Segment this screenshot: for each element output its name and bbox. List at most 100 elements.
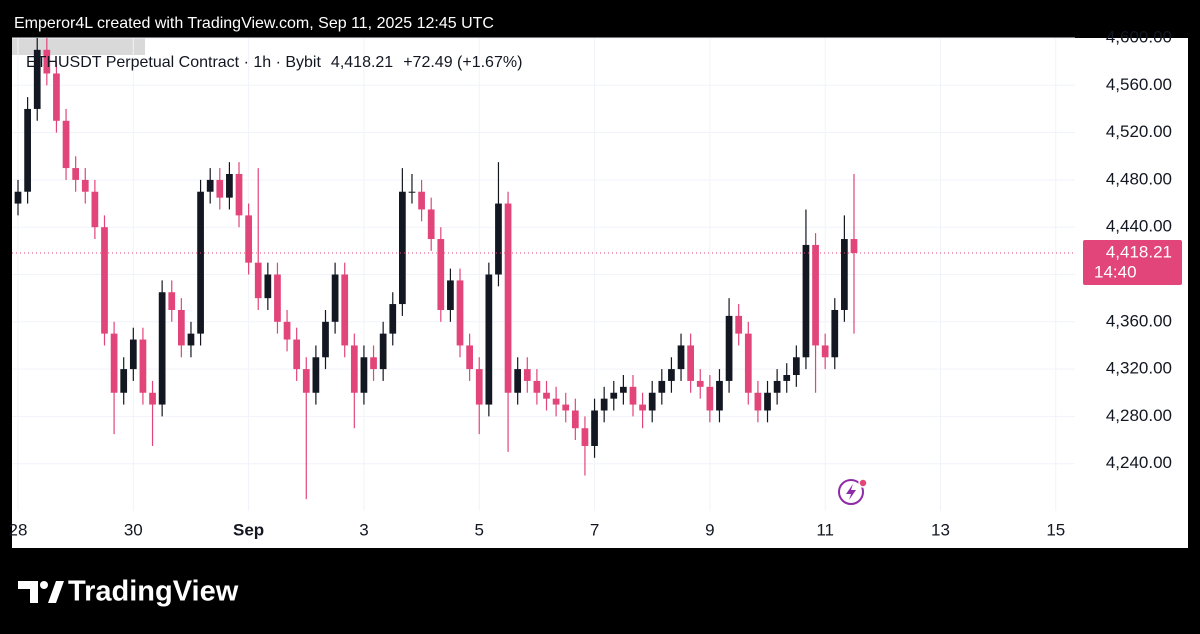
candle-body — [72, 168, 80, 180]
candle-body — [850, 239, 858, 253]
brand-name: TradingView — [68, 576, 239, 608]
candle-body — [562, 404, 570, 411]
x-tick-label: 28 — [9, 520, 28, 539]
price-change: +72.49 (+1.67%) — [403, 54, 522, 71]
candle-body — [581, 428, 589, 446]
candle-body — [668, 369, 675, 381]
x-tick-label: 7 — [590, 520, 599, 539]
x-tick-label: 3 — [359, 520, 368, 539]
candle-body — [264, 274, 272, 299]
candle-body — [754, 392, 762, 411]
candle-body — [389, 304, 397, 334]
candle-body — [841, 239, 848, 310]
candle-body — [600, 398, 608, 411]
candle-body — [629, 386, 637, 405]
candle-body — [360, 357, 368, 393]
x-tick-label: 13 — [931, 520, 950, 539]
candle-body — [792, 357, 800, 376]
candle-body — [504, 203, 512, 393]
y-tick-label: 4,240.00 — [1106, 453, 1172, 472]
candle-body — [437, 239, 445, 310]
candle-body — [783, 375, 791, 381]
candle-body — [14, 191, 22, 204]
candle-body — [216, 179, 224, 198]
y-tick-label: 4,560.00 — [1106, 75, 1172, 94]
y-tick-label: 4,280.00 — [1106, 406, 1172, 425]
candle-body — [293, 339, 301, 370]
candle-body — [350, 345, 358, 393]
candle-body — [831, 309, 839, 358]
candle-body — [110, 333, 118, 393]
candle-body — [620, 386, 627, 393]
candle-body — [283, 321, 291, 340]
candle-body — [206, 179, 214, 192]
candle-body — [235, 173, 243, 216]
candle-body — [735, 315, 743, 334]
candle-body — [495, 203, 502, 275]
candle-body — [696, 380, 704, 387]
x-tick-label: 9 — [705, 520, 714, 539]
candle-body — [370, 357, 377, 370]
candle-body — [226, 173, 233, 198]
candle-body — [43, 49, 51, 74]
candle-body — [802, 244, 810, 358]
alert-icon — [838, 478, 868, 505]
y-tick-label: 4,360.00 — [1106, 311, 1172, 330]
candle-body — [120, 369, 128, 393]
y-tick-label: 4,480.00 — [1106, 169, 1172, 188]
candle-body — [466, 345, 473, 370]
candle-body — [418, 191, 425, 210]
last-price-label: 4,418.21 — [1106, 242, 1172, 261]
candle-body — [379, 333, 387, 370]
candle-body — [187, 333, 195, 346]
candle-body — [177, 309, 185, 346]
candle-body — [24, 108, 31, 192]
candle-body — [447, 280, 454, 310]
candle-body — [302, 369, 310, 393]
candle-body — [523, 369, 531, 381]
header-text: Emperor4L created with TradingView.com, … — [14, 15, 494, 32]
candle-body — [821, 345, 829, 358]
candle-body — [245, 215, 252, 263]
candle-body — [744, 333, 752, 393]
candle-body — [139, 339, 147, 393]
chart-panel — [12, 38, 1188, 548]
candle-body — [706, 386, 714, 411]
candle-body — [812, 244, 819, 346]
candle-body — [475, 369, 483, 405]
chart-title-line: ETHUSDT Perpetual Contract · 1h · Bybit 4… — [26, 54, 522, 71]
candle-body — [533, 380, 541, 393]
chart-title: ETHUSDT Perpetual Contract · 1h · Bybit — [26, 54, 321, 71]
candle-body — [639, 404, 646, 411]
last-price-box — [1083, 239, 1182, 285]
last-price: 4,418.21 — [331, 54, 393, 71]
candle-body — [764, 392, 771, 411]
candle-body — [408, 191, 416, 193]
candle-body — [399, 191, 406, 305]
candle-body — [658, 380, 666, 393]
candle-body — [254, 262, 262, 299]
candle-body — [274, 274, 281, 322]
candle-body — [543, 392, 550, 399]
candle-body — [725, 315, 733, 381]
countdown-label: 14:40 — [1094, 262, 1137, 281]
candle-body — [168, 292, 176, 310]
x-tick-label: 30 — [124, 520, 143, 539]
brand-logo — [18, 581, 64, 603]
x-tick-label: 11 — [816, 520, 834, 539]
candle-body — [687, 345, 695, 381]
candle-body — [552, 398, 560, 405]
candle-body — [716, 380, 723, 411]
y-tick-label: 4,440.00 — [1106, 217, 1172, 236]
candle-body — [648, 392, 656, 411]
candle-body — [129, 339, 137, 370]
candle-body — [773, 380, 781, 393]
candle-body — [33, 49, 41, 109]
candle-body — [312, 357, 320, 393]
candle-body — [456, 280, 464, 346]
candle-body — [571, 410, 579, 429]
candle-body — [485, 274, 493, 405]
candle-body — [331, 274, 339, 322]
candle-body — [514, 369, 522, 393]
candle-body — [341, 274, 349, 346]
